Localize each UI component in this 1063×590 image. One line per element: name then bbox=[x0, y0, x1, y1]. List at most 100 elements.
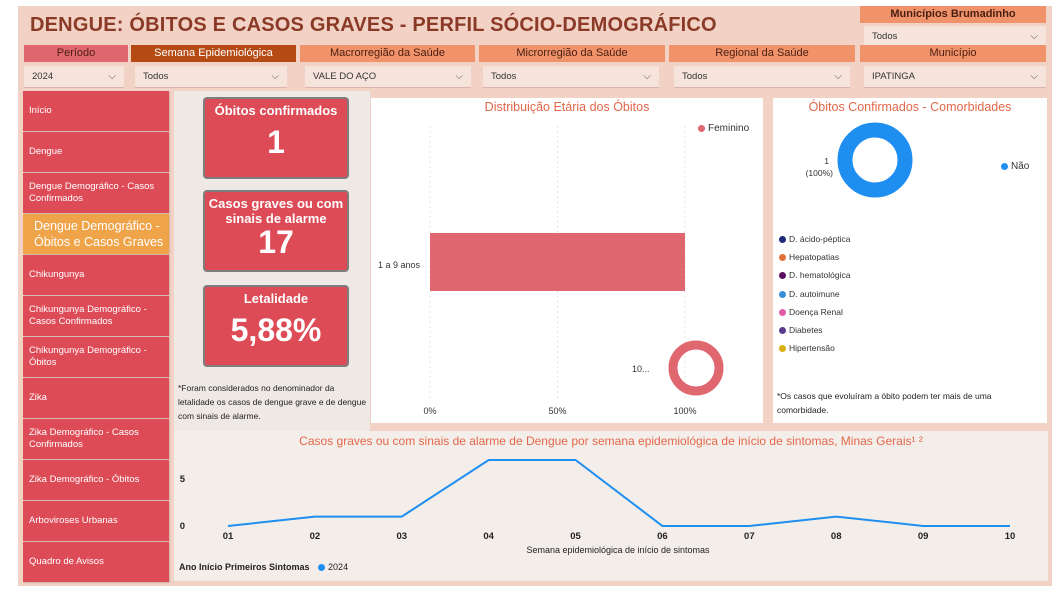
age-chart-svg: 1 a 9 anos 0% 50% 100% 10... bbox=[378, 126, 724, 416]
kpi-panel: Óbitos confirmados 1 Casos graves ou com… bbox=[174, 91, 370, 431]
age-chart-legend: Feminino bbox=[698, 123, 749, 134]
weekly-legend-title: Ano Início Primeiros Sintomas bbox=[179, 562, 310, 572]
chevron-down-icon: ⌵ bbox=[108, 71, 116, 82]
sidebar-item-label: Dengue bbox=[29, 146, 63, 157]
weekly-chart-panel: Casos graves ou com sinais de alarme de … bbox=[174, 431, 1048, 581]
kpi-graves-value: 17 bbox=[258, 224, 294, 260]
filter-macro-value: VALE DO AÇO bbox=[313, 71, 377, 82]
sidebar-item-inicio[interactable]: Início bbox=[23, 91, 169, 131]
sidebar-item-chikungunya-demografico-obitos[interactable]: Chikungunya Demográfico - Óbitos bbox=[23, 337, 169, 377]
weekly-chart-svg: 05 01 02 03 04 05 06 07 08 09 10 Semana epidemiol… bbox=[180, 459, 1015, 555]
legend-dot-2024 bbox=[318, 564, 326, 572]
filter-periodo-value: 2024 bbox=[32, 71, 54, 82]
legend-dot bbox=[779, 272, 786, 280]
comorb-legend-item: D. ácido-péptica bbox=[779, 234, 850, 244]
sidebar-item-dengue[interactable]: Dengue bbox=[23, 132, 169, 172]
sidebar-item-quadro-de-avisos[interactable]: Quadro de Avisos bbox=[23, 542, 169, 582]
comorb-legend-item: Diabetes bbox=[779, 325, 823, 335]
comorb-donut-svg: 1 (100%) bbox=[806, 122, 913, 198]
comorb-legend-label: Diabetes bbox=[789, 325, 823, 335]
filter-regional-value: Todos bbox=[682, 71, 708, 82]
sidebar-item-label: Início bbox=[29, 105, 52, 116]
legend-dot bbox=[779, 254, 786, 262]
sidebar-item-zika-demografico-casos[interactable]: Zika Demográfico - Casos Confirmados bbox=[23, 419, 169, 459]
comorb-legend-nao-label: Não bbox=[1011, 161, 1030, 172]
age-x-tick: 0% bbox=[423, 406, 436, 416]
legend-dot-nao bbox=[1001, 162, 1008, 170]
comorb-legend-item: D. autoimune bbox=[779, 289, 840, 299]
age-donut-label: 10... bbox=[632, 364, 650, 374]
comorb-donut-pct: (100%) bbox=[806, 168, 834, 178]
sidebar-item-dengue-demografico-obitos[interactable]: Dengue Demográfico - Óbitos e Casos Grav… bbox=[23, 214, 169, 254]
filter-periodo-select[interactable]: 2024 ⌵ bbox=[24, 66, 124, 88]
filter-municipio-label: Município bbox=[860, 45, 1046, 62]
age-bar-1-a-9-anos[interactable] bbox=[430, 233, 685, 291]
chevron-down-icon: ⌵ bbox=[271, 71, 279, 82]
weekly-x-tick: 09 bbox=[918, 531, 929, 542]
sidebar-item-label: Dengue Demográfico - Casos Confirmados bbox=[29, 181, 155, 204]
age-x-tick: 50% bbox=[548, 406, 566, 416]
legend-dot bbox=[779, 291, 786, 299]
comorb-legend-label: Hipertensão bbox=[789, 343, 835, 353]
sidebar-item-label: Chikungunya Demográfico - Casos Confirma… bbox=[29, 304, 147, 327]
weekly-x-tick: 08 bbox=[831, 531, 842, 542]
filter-regional-select[interactable]: Todos ⌵ bbox=[674, 66, 850, 88]
sidebar-item-zika-demografico-obitos[interactable]: Zika Demográfico - Óbitos bbox=[23, 460, 169, 500]
sidebar-item-label: Zika bbox=[29, 392, 47, 403]
sidebar-item-chikungunya-demografico-casos[interactable]: Chikungunya Demográfico - Casos Confirma… bbox=[23, 296, 169, 336]
comorb-legend-label: D. ácido-péptica bbox=[789, 234, 851, 244]
kpi-letalidade-card: Letalidade 5,88% bbox=[203, 285, 349, 367]
weekly-x-tick: 06 bbox=[657, 531, 668, 542]
age-donut-ring bbox=[668, 340, 724, 396]
sidebar-item-label: Quadro de Avisos bbox=[29, 556, 104, 567]
comorb-legend-nao: Não bbox=[1001, 161, 1029, 172]
sidebar-item-label: Chikungunya bbox=[29, 269, 85, 280]
comorb-legend-item: Doença Renal bbox=[779, 307, 843, 317]
chevron-down-icon: ⌵ bbox=[1030, 71, 1038, 82]
weekly-x-tick: 02 bbox=[310, 531, 321, 542]
weekly-series-2024-line[interactable] bbox=[227, 459, 1010, 527]
comorb-donut-value: 1 bbox=[824, 156, 829, 166]
kpi-footnote: *Foram considerados no denominador da le… bbox=[178, 383, 367, 421]
sidebar-item-dengue-demografico-casos[interactable]: Dengue Demográfico - Casos Confirmados bbox=[23, 173, 169, 213]
filter-municipio-value: IPATINGA bbox=[872, 71, 915, 82]
age-x-tick: 100% bbox=[673, 406, 696, 416]
kpi-letalidade-value: 5,88% bbox=[230, 312, 322, 348]
filter-micro-select[interactable]: Todos ⌵ bbox=[483, 66, 659, 88]
filter-regional-label: Regional da Saúde bbox=[669, 45, 855, 62]
comorb-legend-item: D. hematológica bbox=[779, 270, 850, 280]
age-category-label: 1 a 9 anos bbox=[378, 260, 421, 270]
legend-dot bbox=[779, 309, 786, 317]
chevron-down-icon: ⌵ bbox=[455, 71, 463, 82]
filter-municipios-brumadinho-value: Todos bbox=[872, 31, 898, 42]
filter-micro-value: Todos bbox=[491, 71, 517, 82]
filter-micro-label: Microrregião da Saúde bbox=[479, 45, 665, 62]
sidebar-item-arboviroses-urbanas[interactable]: Arboviroses Urbanas bbox=[23, 501, 169, 541]
page-title: DENGUE: ÓBITOS E CASOS GRAVES - PERFIL S… bbox=[30, 14, 717, 36]
weekly-y-tick: 5 bbox=[180, 474, 186, 485]
filter-municipio-select[interactable]: IPATINGA ⌵ bbox=[864, 66, 1046, 88]
weekly-xlabel: Semana epidemiológica de início de sinto… bbox=[526, 545, 710, 555]
filter-semana-select[interactable]: Todos ⌵ bbox=[135, 66, 287, 88]
kpi-letalidade-label: Letalidade bbox=[243, 291, 309, 306]
weekly-x-tick: 07 bbox=[744, 531, 755, 542]
sidebar-item-label: Zika Demográfico - Óbitos bbox=[29, 474, 140, 485]
filter-periodo-label: Período bbox=[24, 45, 128, 62]
chevron-down-icon: ⌵ bbox=[1030, 31, 1038, 42]
comorb-legend-item: Hepatopatias bbox=[779, 252, 839, 262]
comorb-legend-label: Doença Renal bbox=[789, 307, 843, 317]
weekly-x-tick: 04 bbox=[483, 531, 494, 542]
kpi-obitos-label: Óbitos confirmados bbox=[214, 103, 338, 118]
filter-macro-select[interactable]: VALE DO AÇO ⌵ bbox=[305, 66, 471, 88]
age-chart-legend-label: Feminino bbox=[708, 123, 750, 134]
chevron-down-icon: ⌵ bbox=[834, 71, 842, 82]
age-distribution-panel: Distribuição Etária dos Óbitos Feminino … bbox=[371, 98, 763, 423]
comorb-legend-label: D. autoimune bbox=[789, 289, 840, 299]
sidebar-item-chikungunya[interactable]: Chikungunya bbox=[23, 255, 169, 295]
legend-dot bbox=[779, 345, 786, 353]
comorb-legend-label: D. hematológica bbox=[789, 270, 851, 280]
comorb-donut-ring[interactable] bbox=[837, 122, 913, 198]
filter-semana-value: Todos bbox=[143, 71, 169, 82]
sidebar-item-zika[interactable]: Zika bbox=[23, 378, 169, 418]
